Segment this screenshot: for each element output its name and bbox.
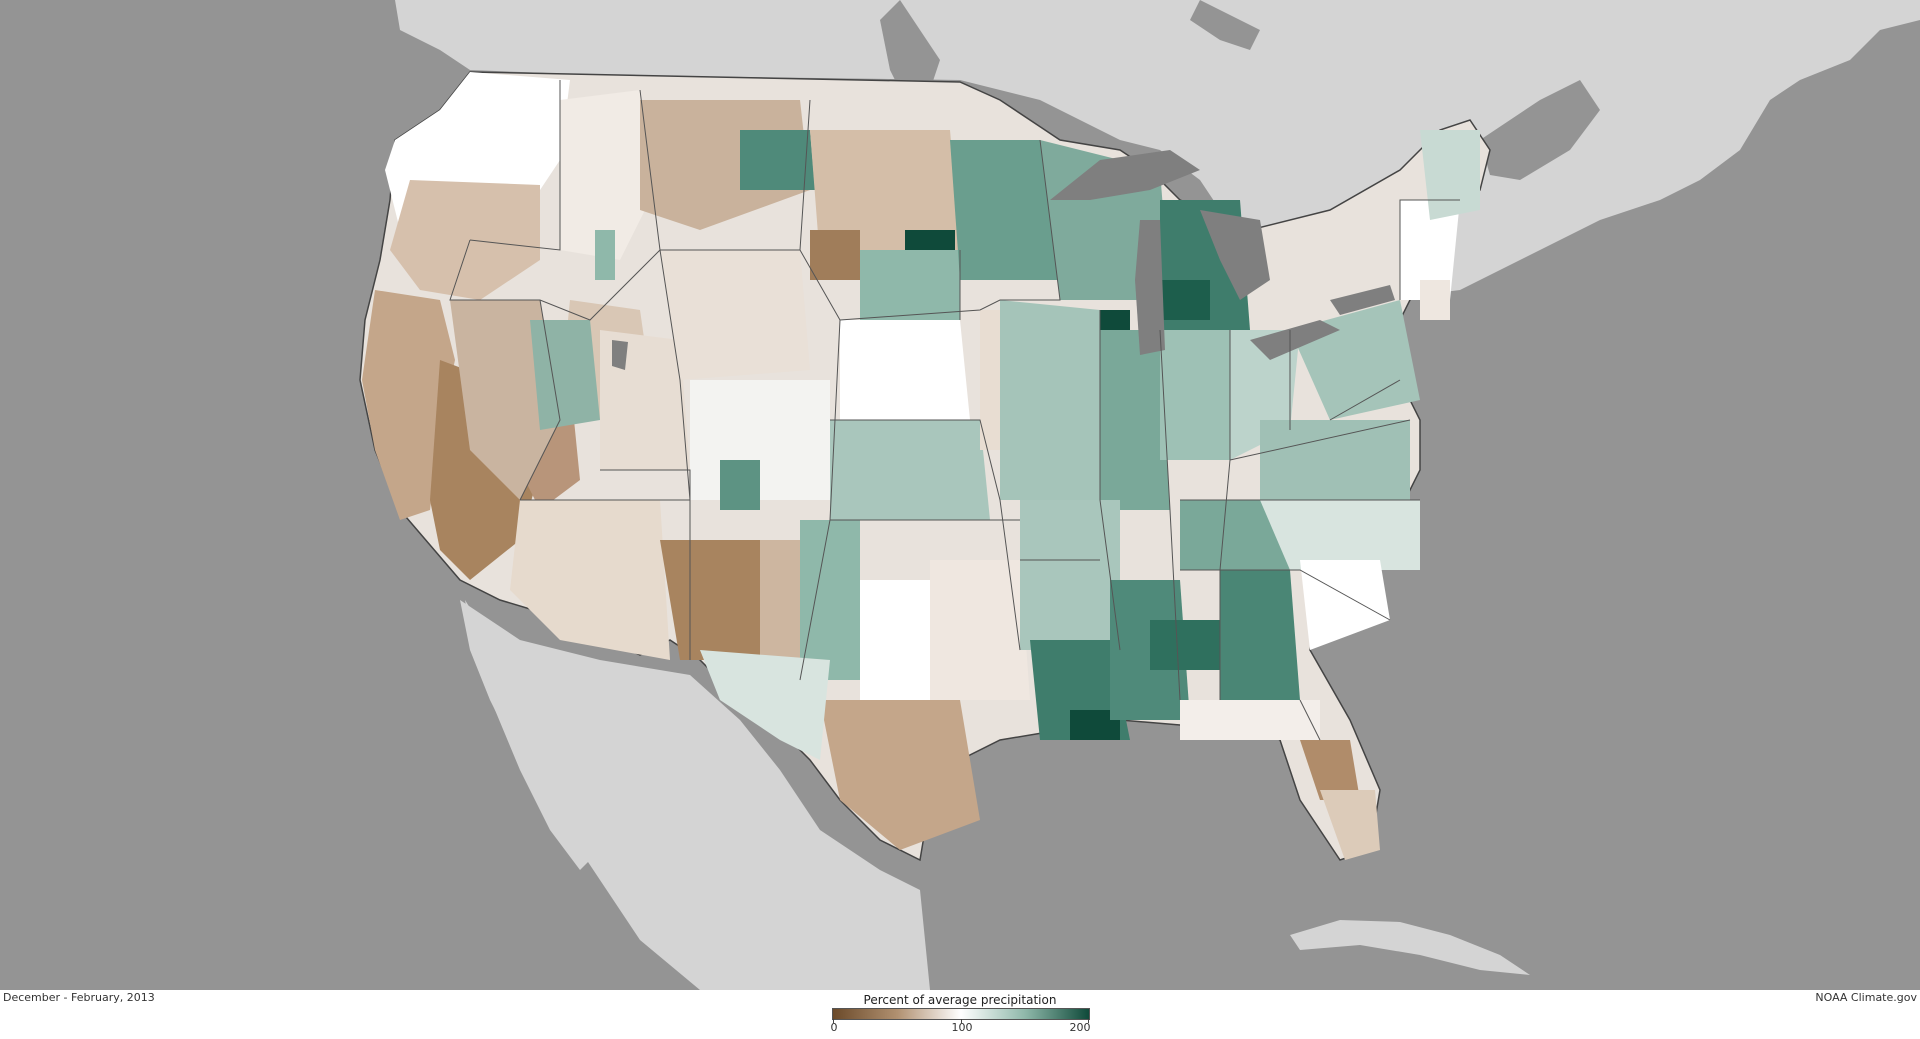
mexico-landmass — [460, 600, 930, 990]
precip-regions — [362, 72, 1480, 860]
source-credit: NOAA Climate.gov — [1815, 991, 1917, 1004]
legend-tick-max — [1088, 1019, 1089, 1023]
legend-label-min: 0 — [830, 1021, 838, 1034]
north-water — [1190, 0, 1260, 50]
time-period-label: December - February, 2013 — [3, 991, 155, 1004]
baja-peninsula — [465, 600, 590, 870]
legend-title: Percent of average precipitation — [863, 993, 1057, 1007]
legend-tick-mid — [961, 1019, 962, 1023]
legend-tick-min — [833, 1019, 834, 1023]
precipitation-map — [359, 0, 1920, 990]
legend-label-mid: 100 — [951, 1021, 973, 1034]
state-borders — [449, 80, 1460, 741]
footer-bar: December - February, 2013 NOAA Climate.g… — [0, 990, 1920, 1039]
cuba-island — [1290, 920, 1530, 975]
gulf-st-lawrence — [1480, 80, 1600, 180]
legend-label-max: 200 — [1069, 1021, 1091, 1034]
canada-landmass — [395, 0, 1920, 300]
